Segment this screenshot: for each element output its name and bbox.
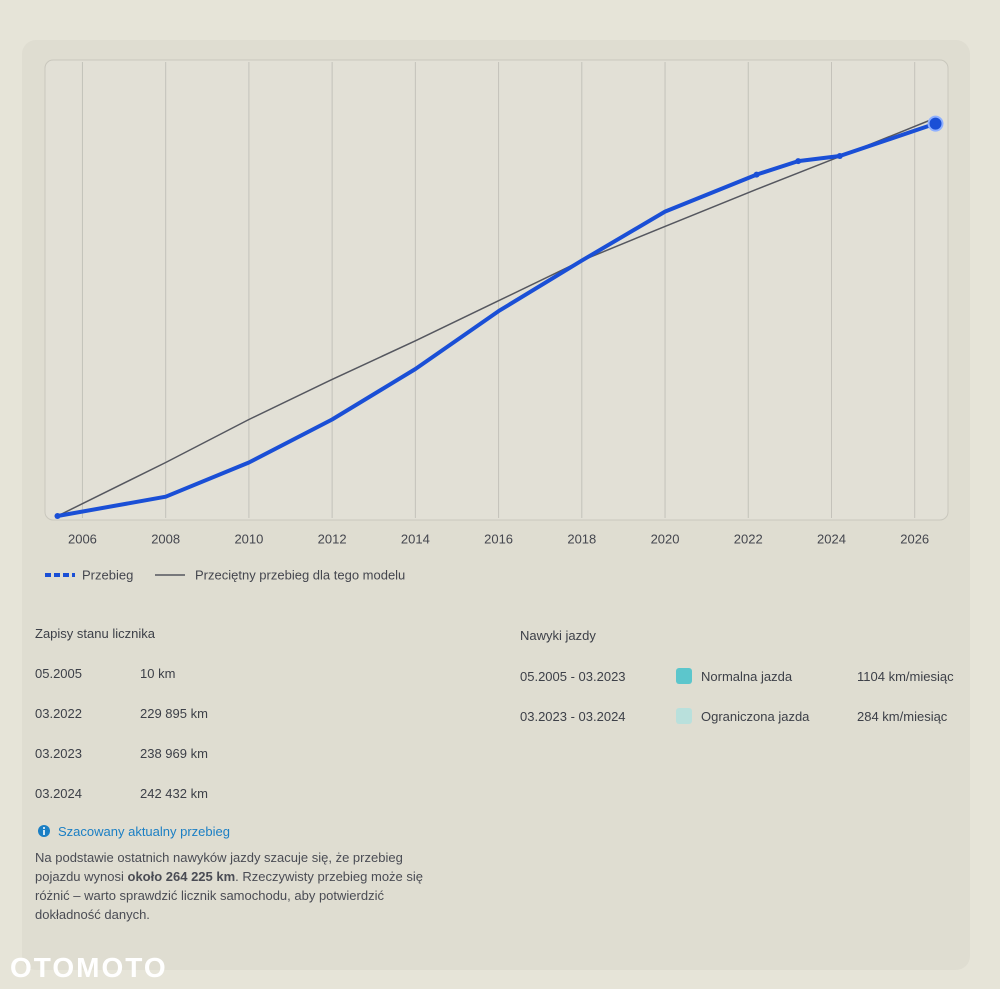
estimate-title: Szacowany aktualny przebieg bbox=[58, 824, 230, 839]
x-tick-label: 2026 bbox=[900, 531, 929, 546]
x-tick-label: 2020 bbox=[651, 531, 680, 546]
text: . Rzeczywisty przebieg może się różnić –… bbox=[35, 869, 424, 922]
text: Na podstawie ostatnich nawyków jazdy sza… bbox=[35, 850, 403, 884]
x-tick-label: 2006 bbox=[68, 531, 97, 546]
habit-swatch bbox=[676, 668, 692, 684]
record-value: 10 km bbox=[140, 666, 176, 681]
bold-text: około 264 225 km bbox=[127, 869, 236, 884]
habit-swatch bbox=[676, 708, 692, 724]
x-tick-label: 2018 bbox=[567, 531, 596, 546]
point bbox=[795, 158, 802, 165]
records-title: Zapisy stanu licznika bbox=[35, 626, 155, 641]
chart: Przebieg Przeciętny przebieg dla tego mo… bbox=[44, 59, 949, 582]
record-value: 238 969 km bbox=[140, 746, 208, 761]
point bbox=[753, 171, 760, 178]
info-icon bbox=[38, 825, 50, 837]
estimate-text: Na podstawie ostatnich nawyków jazdy sza… bbox=[35, 848, 435, 924]
point bbox=[836, 152, 843, 159]
x-tick-label: 2010 bbox=[234, 531, 263, 546]
record-date: 03.2023 bbox=[35, 746, 82, 761]
legend-label: Przeciętny przebieg dla tego modelu bbox=[195, 567, 405, 582]
habit-rate: 1104 km/miesiąc bbox=[857, 669, 954, 684]
habit-label: Normalna jazda bbox=[701, 669, 793, 684]
habit-label: Ograniczona jazda bbox=[701, 709, 810, 724]
habit-period: 05.2005 - 03.2023 bbox=[520, 669, 626, 684]
x-tick-label: 2014 bbox=[401, 531, 430, 546]
record-date: 03.2024 bbox=[35, 786, 82, 801]
record-date: 03.2022 bbox=[35, 706, 82, 721]
logo: OTOMOTO bbox=[10, 952, 168, 983]
habit-rate: 284 km/miesiąc bbox=[857, 709, 948, 724]
x-tick-label: 2012 bbox=[318, 531, 347, 546]
x-tick-label: 2008 bbox=[151, 531, 180, 546]
line bbox=[57, 117, 936, 517]
habits-title: Nawyki jazdy bbox=[520, 628, 596, 643]
point bbox=[927, 115, 944, 132]
legend-label: Przebieg bbox=[82, 567, 133, 582]
x-tick-label: 2016 bbox=[484, 531, 513, 546]
line bbox=[57, 121, 937, 518]
point bbox=[54, 512, 61, 519]
plot-area bbox=[44, 59, 949, 521]
record-date: 05.2005 bbox=[35, 666, 82, 681]
habit-period: 03.2023 - 03.2024 bbox=[520, 709, 626, 724]
x-tick-label: 2024 bbox=[817, 531, 846, 546]
record-value: 242 432 km bbox=[140, 786, 208, 801]
x-tick-label: 2022 bbox=[734, 531, 763, 546]
record-value: 229 895 km bbox=[140, 706, 208, 721]
